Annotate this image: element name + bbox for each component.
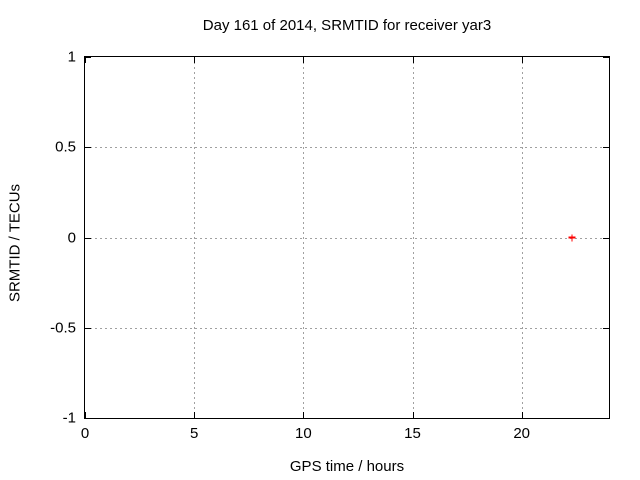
y-tick-label: 1: [67, 48, 76, 66]
x-tick-mark-top: [194, 57, 196, 63]
y-tick-label: 0.5: [55, 138, 76, 156]
x-tick-mark: [85, 412, 86, 418]
y-tick-mark: [85, 147, 91, 149]
x-tick-mark: [194, 412, 196, 418]
marker-vertical-bar: [571, 234, 573, 241]
x-axis-label: GPS time / hours: [289, 458, 405, 475]
chart-title: Day 161 of 2014, SRMTID for receiver yar…: [202, 17, 492, 34]
y-gridline: [85, 237, 609, 239]
x-tick-mark-top: [412, 57, 414, 63]
y-gridline: [85, 147, 609, 149]
plot-area: 0 5 10 15 20 -1 -0.5 0 0.5 1: [50, 49, 610, 442]
x-tick-label: 10: [294, 425, 312, 442]
x-tick-mark: [412, 412, 414, 418]
x-tick-label: 20: [513, 425, 530, 442]
x-tick-label: 15: [404, 425, 421, 442]
y-tick-mark-right: [603, 418, 609, 419]
x-tick-mark-top: [85, 57, 86, 63]
y-tick-mark-right: [603, 57, 609, 58]
y-tick-mark: [85, 327, 91, 329]
y-tick-label: 0: [67, 229, 76, 246]
y-tick-label: -0.5: [50, 319, 76, 337]
x-tick-mark: [303, 412, 305, 418]
data-point-marker: [567, 233, 576, 242]
x-tick-label: 0: [80, 425, 90, 442]
y-tick-mark: [85, 57, 91, 58]
y-gridline: [85, 327, 609, 329]
y-tick-mark-right: [603, 237, 609, 239]
y-tick-label: -1: [62, 409, 76, 427]
y-tick-mark: [85, 237, 91, 239]
y-tick-mark: [85, 418, 91, 419]
y-tick-mark-right: [603, 327, 609, 329]
x-tick-mark: [521, 412, 523, 418]
x-tick-mark-top: [521, 57, 523, 63]
x-tick-mark-top: [303, 57, 305, 63]
y-axis-label: SRMTID / TECUs: [6, 183, 24, 303]
y-tick-mark-right: [603, 147, 609, 149]
x-tick-label: 5: [189, 425, 199, 442]
